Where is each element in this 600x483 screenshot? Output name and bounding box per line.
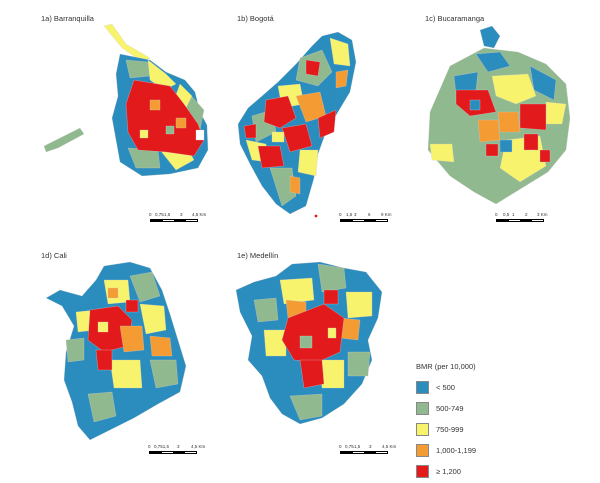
- map-cali: [45, 261, 187, 441]
- scale-bar-bogota: 0 1,5 3 6 9 Km: [339, 212, 396, 230]
- panel-title-medellin: 1e) Medellín: [237, 251, 279, 260]
- legend-item: ≥ 1,200: [416, 462, 536, 480]
- legend-label: < 500: [436, 382, 455, 392]
- scale-label: 1,5: [164, 212, 171, 217]
- legend-label: 500-749: [436, 403, 464, 413]
- legend-swatch: [416, 464, 429, 478]
- scale-label: 4,5 Km: [192, 212, 207, 217]
- scale-label: 0: [148, 444, 151, 449]
- panel-title-cali: 1d) Cali: [41, 251, 67, 260]
- scale-label: 0,5: [503, 212, 510, 217]
- scale-bar-medellin: 0 0,75 1,5 3 4,5 Km: [339, 444, 397, 462]
- scale-label: 4,5 Km: [382, 444, 397, 449]
- scale-label: 9 Km: [381, 212, 392, 217]
- scale-label: 0,75: [155, 212, 164, 217]
- scale-label: 0,751,5: [154, 444, 170, 449]
- scale-bar-barranquilla: 0 0,75 1,5 3 4,5 Km: [149, 212, 207, 230]
- scale-label: 2: [525, 212, 528, 217]
- panel-title-bogota: 1b) Bogotá: [237, 14, 274, 23]
- scale-label: 1: [512, 212, 515, 217]
- scale-label: 3: [177, 444, 180, 449]
- scale-label: 0: [339, 444, 342, 449]
- scale-label: 0,75: [345, 444, 354, 449]
- legend-swatch: [416, 380, 429, 394]
- scale-label: 1,5: [354, 444, 361, 449]
- map-bogota: [237, 31, 357, 218]
- scale-label: 3: [180, 212, 183, 217]
- map-bucaramanga: [427, 25, 571, 205]
- scale-label: 3 Km: [537, 212, 548, 217]
- scale-bar-cali: 0 0,751,5 3 4,5 Km: [148, 444, 206, 462]
- panel-title-bucaramanga: 1c) Bucaramanga: [425, 14, 485, 23]
- legend-item: 750-999: [416, 420, 536, 438]
- legend-item: < 500: [416, 378, 536, 396]
- map-medellin: [235, 261, 383, 425]
- legend-swatch: [416, 401, 429, 415]
- scale-label: 0: [495, 212, 498, 217]
- scale-label: 0: [149, 212, 152, 217]
- map-barranquilla: [43, 23, 209, 177]
- scale-label: 4,5 Km: [191, 444, 206, 449]
- scale-label: 3: [354, 212, 357, 217]
- legend-label: ≥ 1,200: [436, 466, 461, 476]
- scale-label: 3: [369, 444, 372, 449]
- scale-label: 6: [368, 212, 371, 217]
- legend-item: 1,000-1,199: [416, 441, 536, 459]
- scale-label: 1,5: [346, 212, 353, 217]
- legend-item: 500-749: [416, 399, 536, 417]
- legend: BMR (per 10,000) < 500 500-749 750-999 1,00…: [416, 362, 536, 483]
- scale-label: 0: [339, 212, 342, 217]
- legend-swatch: [416, 422, 429, 436]
- legend-label: 750-999: [436, 424, 464, 434]
- scale-bar-bucaramanga: 0 0,5 1 2 3 Km: [495, 212, 552, 230]
- legend-title: BMR (per 10,000): [416, 362, 476, 371]
- legend-label: 1,000-1,199: [436, 445, 477, 455]
- panel-title-barranquilla: 1a) Barranquilla: [41, 14, 94, 23]
